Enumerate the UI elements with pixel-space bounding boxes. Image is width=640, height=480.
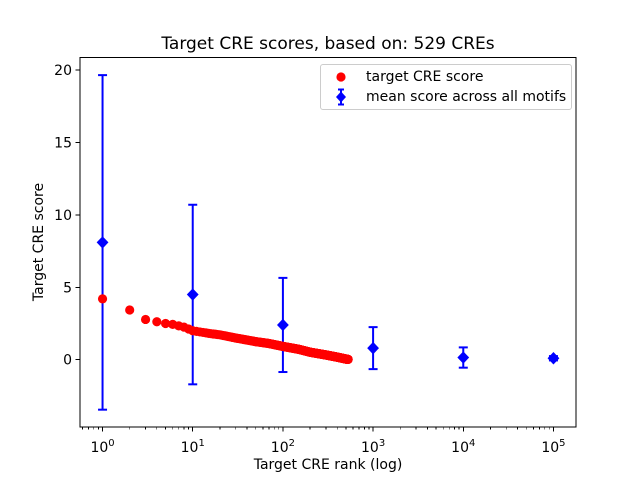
y-tick-label: 20: [54, 63, 72, 79]
y-tick-label: 0: [63, 353, 72, 369]
y-axis-label: Target CRE score: [31, 182, 47, 302]
target-score-point: [125, 305, 135, 315]
mean-score-diamond-marker: [186, 288, 199, 301]
x-tick-label: 102: [271, 438, 295, 456]
legend-label-mean-score: mean score across all motifs: [366, 89, 567, 106]
target-score-point: [343, 354, 353, 365]
x-axis-label: Target CRE rank (log): [253, 457, 403, 473]
chart-title: Target CRE scores, based on: 529 CREs: [161, 34, 495, 54]
target-score-point: [152, 317, 162, 327]
target-score-point: [140, 314, 151, 325]
x-tick-label: 103: [361, 438, 385, 456]
legend-label-target-score: target CRE score: [366, 68, 484, 85]
x-tick-label: 100: [90, 438, 114, 456]
plot-frame: [79, 57, 577, 428]
x-tick-label: 101: [181, 438, 205, 456]
legend-item-mean-score: mean score across all motifs: [321, 87, 567, 107]
x-tick-label: 105: [541, 438, 565, 456]
legend: target CRE score mean score across all m…: [320, 64, 572, 110]
y-tick-label: 10: [54, 208, 72, 224]
x-tick-label: 104: [451, 438, 475, 456]
mean-score-diamond-marker: [367, 341, 379, 355]
y-tick-label: 15: [54, 135, 72, 151]
mean-score-diamond-marker: [277, 318, 289, 332]
mean-score-diamond-marker: [457, 351, 470, 364]
y-tick-label: 5: [63, 280, 72, 296]
target-score-point: [160, 318, 171, 329]
blue-diamond-marker-icon: [336, 88, 346, 106]
mean-score-diamond-marker: [547, 352, 560, 365]
red-circle-marker-icon: [336, 72, 346, 82]
legend-item-target-score: target CRE score: [321, 67, 567, 87]
target-score-point: [97, 294, 108, 304]
mean-score-diamond-marker: [96, 236, 109, 249]
